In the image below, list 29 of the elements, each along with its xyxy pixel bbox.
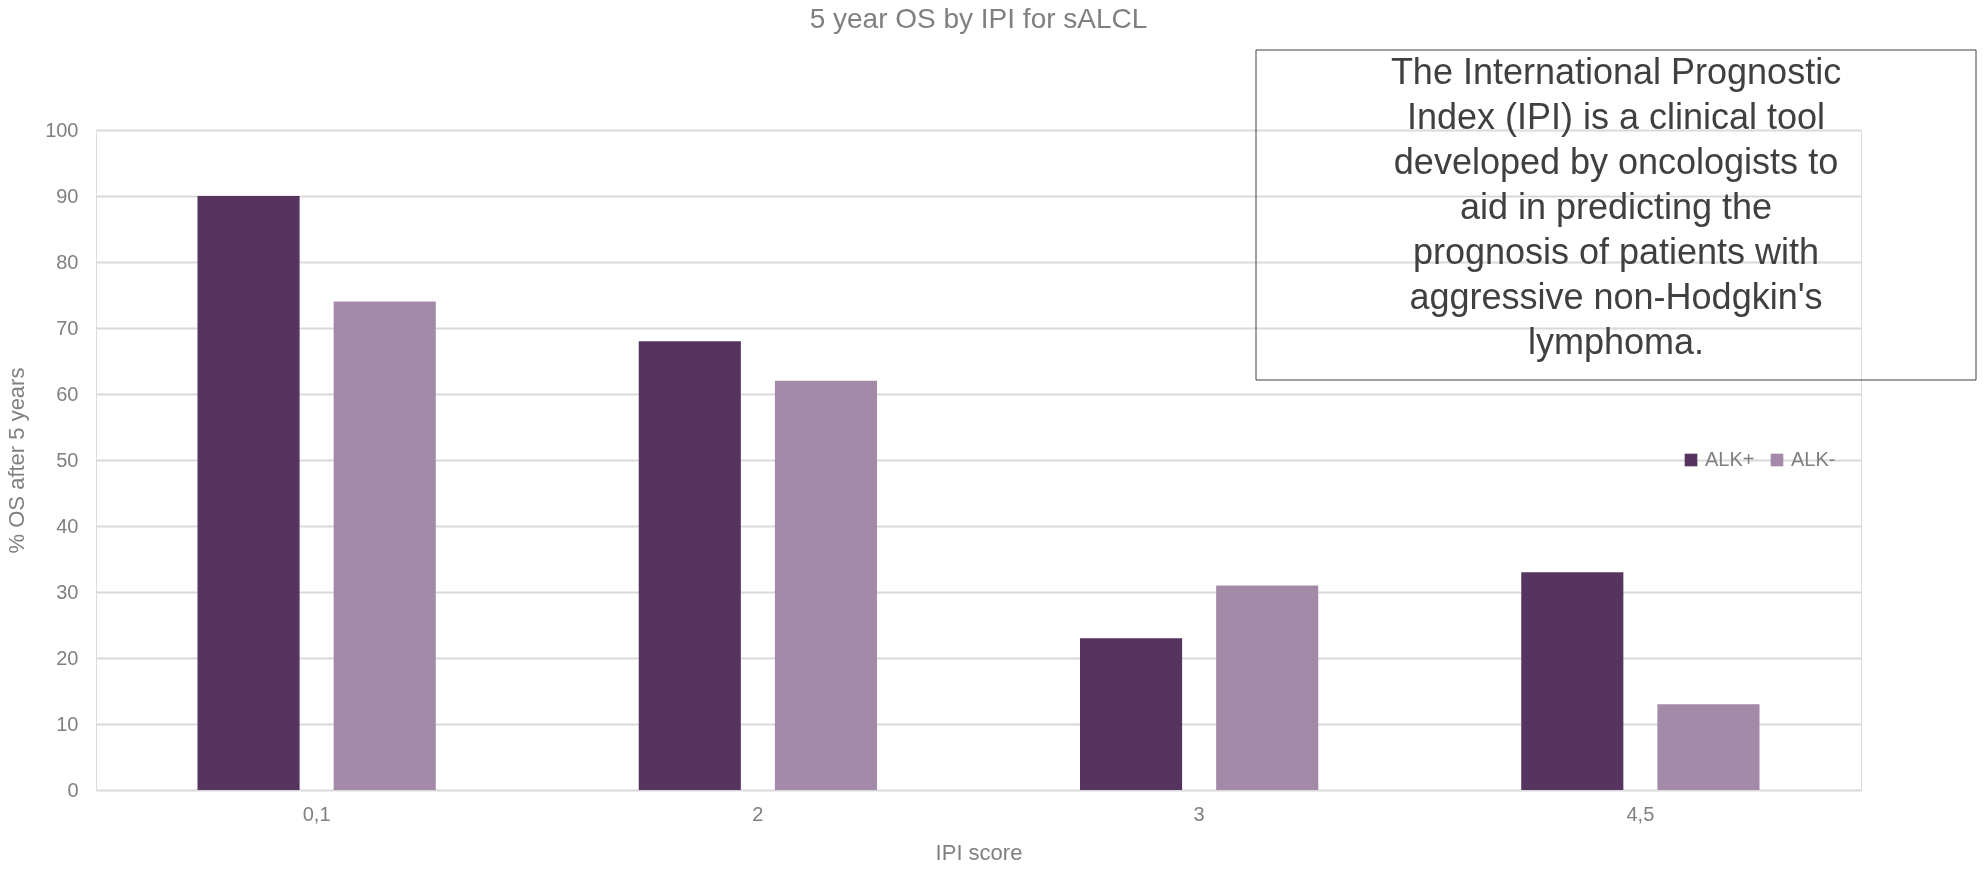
- bar: [1216, 585, 1319, 790]
- x-tick-label: 0,1: [302, 802, 331, 825]
- bar: [1657, 704, 1760, 790]
- legend-label: ALK+: [1705, 448, 1755, 470]
- x-tick-label: 3: [1193, 802, 1205, 825]
- annotation: The International Prognostic Index (IPI) is a clinical tool developed by oncologists to aid in predicting the prognosis of patients with aggressive non-Hodgkin's lymphoma.: [1390, 51, 1842, 362]
- bar: [333, 301, 436, 790]
- y-tick-label: 70: [56, 316, 79, 339]
- y-tick-label: 10: [56, 712, 79, 735]
- y-tick-label: 60: [56, 382, 79, 405]
- bar: [774, 380, 878, 790]
- y-tick-label: 40: [56, 514, 79, 537]
- x-tick-label: 2: [752, 802, 764, 825]
- bar: [638, 341, 741, 790]
- x-tick-label: 4,5: [1626, 802, 1655, 825]
- y-tick-label: 50: [56, 448, 79, 471]
- bar: [1079, 638, 1183, 790]
- legend-label: ALK-: [1791, 448, 1836, 470]
- bar: [1521, 572, 1624, 790]
- y-axis-title: % OS after 5 years: [4, 367, 30, 554]
- y-tick-label: 0: [67, 778, 79, 801]
- y-tick-label: 80: [56, 250, 79, 273]
- y-tick-label: 20: [56, 646, 79, 669]
- chart-title: 5 year OS by IPI for sALCL: [809, 2, 1148, 34]
- y-tick-label: 90: [56, 184, 79, 207]
- y-tick-label: 100: [45, 118, 79, 141]
- y-tick-label: 30: [56, 580, 79, 603]
- x-axis-title: IPI score: [935, 839, 1023, 865]
- bar: [197, 196, 300, 790]
